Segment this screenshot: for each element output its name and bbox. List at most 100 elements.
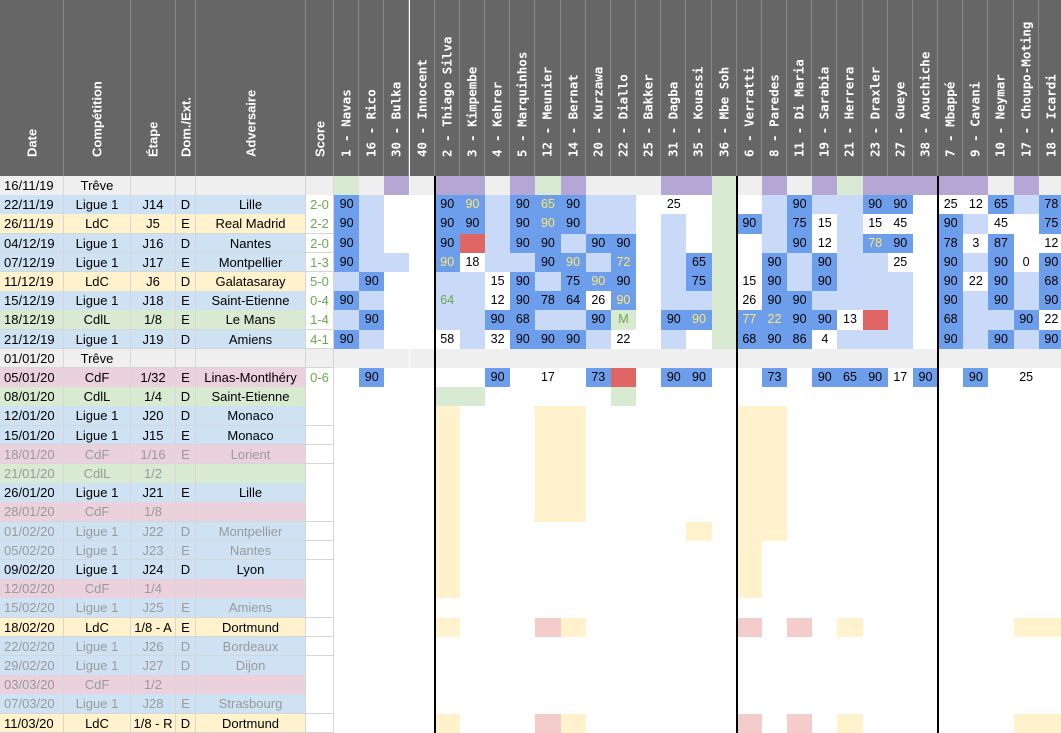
minutes-cell[interactable] [434,521,460,542]
minutes-cell[interactable] [485,176,511,196]
minutes-cell[interactable] [485,675,511,695]
competition-cell[interactable]: Trêve [64,176,131,196]
minutes-cell[interactable] [988,560,1014,580]
opponent-cell[interactable]: Montpellier [196,252,306,273]
minutes-cell[interactable] [837,675,863,695]
minutes-cell[interactable] [485,560,511,580]
minutes-cell[interactable] [963,675,989,695]
minutes-cell[interactable] [434,444,460,465]
minutes-cell[interactable]: 90 [887,195,913,215]
minutes-cell[interactable] [686,291,712,311]
minutes-cell[interactable] [535,579,561,599]
minutes-cell[interactable] [736,675,762,695]
minutes-cell[interactable] [384,444,410,465]
column-header-2[interactable]: Étape [131,0,176,176]
minutes-cell[interactable] [409,214,435,235]
minutes-cell[interactable] [359,694,385,715]
minutes-cell[interactable] [686,406,712,427]
date-cell[interactable]: 28/01/20 [0,502,64,523]
minutes-cell[interactable]: 90 [686,368,712,388]
minutes-cell[interactable] [761,579,788,599]
minutes-cell[interactable] [585,425,611,446]
opponent-cell[interactable]: Strasbourg [196,694,306,715]
minutes-cell[interactable] [963,464,989,484]
minutes-cell[interactable] [912,560,939,580]
opponent-cell[interactable] [196,579,306,599]
minutes-cell[interactable] [384,406,410,427]
minutes-cell[interactable] [787,368,813,388]
minutes-cell[interactable] [862,176,888,196]
minutes-cell[interactable]: 65 [988,195,1014,215]
minutes-cell[interactable] [887,636,913,657]
minutes-cell[interactable] [459,387,485,407]
stage-cell[interactable]: J14 [131,195,176,215]
minutes-cell[interactable] [1013,348,1039,369]
minutes-cell[interactable] [1038,713,1061,733]
minutes-cell[interactable] [862,483,888,503]
minutes-cell[interactable] [787,598,813,619]
stage-cell[interactable] [131,176,176,196]
minutes-cell[interactable] [585,675,611,695]
minutes-cell[interactable]: 17 [887,368,913,388]
competition-cell[interactable]: CdlL [64,387,131,407]
minutes-cell[interactable] [938,617,964,638]
venue-cell[interactable]: E [176,252,196,273]
minutes-cell[interactable] [1013,502,1039,523]
minutes-cell[interactable] [409,176,435,196]
minutes-cell[interactable] [736,540,762,561]
minutes-cell[interactable] [686,348,712,369]
column-header-4[interactable]: Adversaire [196,0,306,176]
venue-cell[interactable]: D [176,636,196,657]
score-cell[interactable] [306,636,334,657]
minutes-cell[interactable] [988,483,1014,503]
venue-cell[interactable] [176,464,196,484]
minutes-cell[interactable] [359,521,385,542]
minutes-cell[interactable] [711,560,737,580]
competition-cell[interactable]: Ligue 1 [64,406,131,427]
minutes-cell[interactable] [938,406,964,427]
minutes-cell[interactable] [485,348,511,369]
score-cell[interactable]: 1-4 [306,310,334,331]
minutes-cell[interactable] [535,540,561,561]
minutes-cell[interactable] [963,560,989,580]
minutes-cell[interactable] [409,425,435,446]
opponent-cell[interactable] [196,348,306,369]
minutes-cell[interactable]: 12 [485,291,511,311]
minutes-cell[interactable] [761,464,788,484]
minutes-cell[interactable] [409,329,435,350]
minutes-cell[interactable] [585,598,611,619]
minutes-cell[interactable] [1038,406,1061,427]
minutes-cell[interactable] [686,195,712,215]
minutes-cell[interactable] [585,464,611,484]
minutes-cell[interactable]: 90 [938,272,964,292]
minutes-cell[interactable]: 90 [510,195,536,215]
minutes-cell[interactable] [1013,540,1039,561]
minutes-cell[interactable]: 90 [686,310,712,331]
minutes-cell[interactable] [359,252,385,273]
minutes-cell[interactable] [686,560,712,580]
minutes-cell[interactable] [334,598,360,619]
minutes-cell[interactable] [938,579,964,599]
minutes-cell[interactable] [459,656,485,676]
minutes-cell[interactable] [535,617,561,638]
minutes-cell[interactable] [736,502,762,523]
minutes-cell[interactable] [862,464,888,484]
minutes-cell[interactable]: 90 [434,195,460,215]
minutes-cell[interactable] [409,406,435,427]
minutes-cell[interactable] [963,617,989,638]
minutes-cell[interactable]: 90 [787,291,813,311]
minutes-cell[interactable] [636,502,662,523]
player-header[interactable]: 27 - Gueye [887,0,913,176]
minutes-cell[interactable] [334,521,360,542]
minutes-cell[interactable]: 68 [938,310,964,331]
minutes-cell[interactable] [711,579,737,599]
minutes-cell[interactable] [434,464,460,484]
minutes-cell[interactable] [510,176,536,196]
minutes-cell[interactable] [761,425,788,446]
minutes-cell[interactable]: 90 [560,214,586,235]
minutes-cell[interactable] [610,387,637,407]
minutes-cell[interactable] [485,483,511,503]
minutes-cell[interactable] [736,176,762,196]
minutes-cell[interactable] [636,464,662,484]
minutes-cell[interactable] [1013,425,1039,446]
